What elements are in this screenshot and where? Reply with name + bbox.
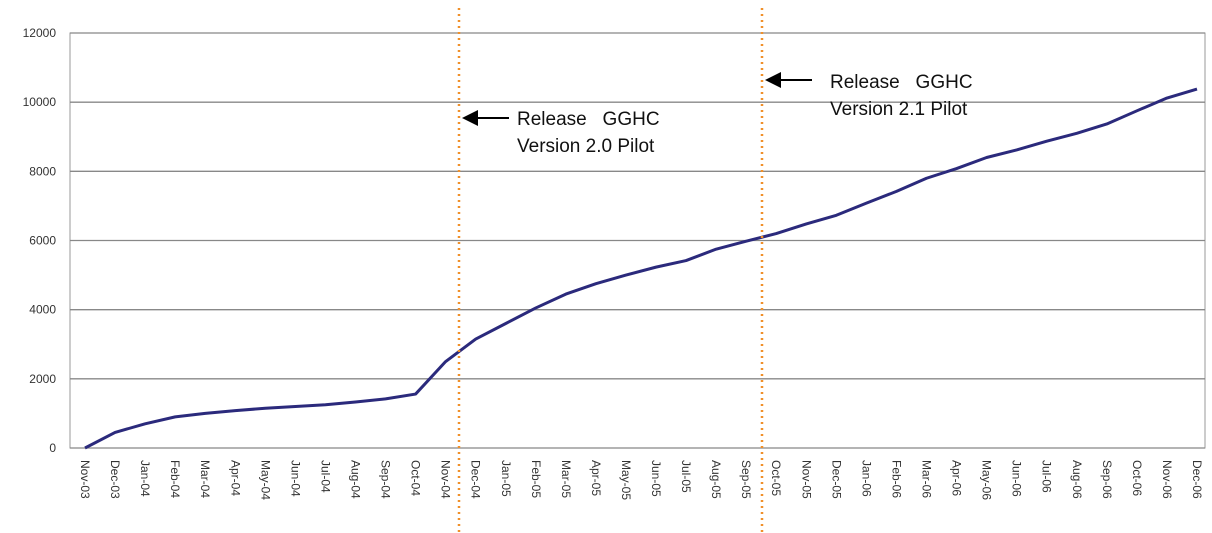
x-tick-label: May-05 — [619, 460, 633, 500]
x-tick-label: Jan-05 — [499, 460, 513, 497]
x-tick-label: Feb-04 — [168, 460, 182, 498]
annotation: Version 2.1 Pilot — [830, 99, 968, 120]
arrow-head — [462, 110, 478, 126]
x-tick-label: Nov-03 — [78, 460, 92, 499]
x-tick-label: Aug-05 — [709, 460, 723, 499]
x-tick-label: Nov-05 — [799, 460, 813, 499]
y-tick-label: 0 — [49, 441, 56, 455]
x-tick-label: Oct-06 — [1130, 460, 1144, 496]
x-tick-label: Aug-04 — [348, 460, 362, 499]
x-tick-label: Aug-06 — [1070, 460, 1084, 499]
x-tick-label: Mar-06 — [920, 460, 934, 498]
y-tick-label: 2000 — [29, 372, 56, 386]
x-tick-label: Nov-06 — [1160, 460, 1174, 499]
x-tick-label: Jun-04 — [288, 460, 302, 497]
arrow-head — [765, 72, 781, 88]
x-tick-label: Apr-05 — [589, 460, 603, 496]
y-tick-label: 6000 — [29, 234, 56, 248]
x-tick-label: May-04 — [258, 460, 272, 500]
x-tick-label: Dec-03 — [108, 460, 122, 499]
annotation: Release GGHC — [830, 72, 973, 93]
x-tick-label: Sep-04 — [379, 460, 393, 499]
y-tick-label: 4000 — [29, 303, 56, 317]
x-tick-label: Apr-04 — [228, 460, 242, 496]
x-tick-label: Dec-04 — [469, 460, 483, 499]
x-tick-label: Apr-06 — [950, 460, 964, 496]
x-tick-label: Dec-05 — [829, 460, 843, 499]
data-line — [84, 87, 1198, 450]
x-tick-label: Jun-06 — [1010, 460, 1024, 497]
x-tick-label: Feb-06 — [889, 460, 903, 498]
x-tick-label: Nov-04 — [439, 460, 453, 499]
x-tick-label: Mar-04 — [198, 460, 212, 498]
x-tick-label: Jul-05 — [679, 460, 693, 493]
y-tick-label: 8000 — [29, 164, 56, 178]
x-tick-label: May-06 — [980, 460, 994, 500]
x-tick-label: Feb-05 — [529, 460, 543, 498]
x-tick-label: Oct-05 — [769, 460, 783, 496]
x-tick-label: Dec-06 — [1190, 460, 1204, 499]
x-tick-label: Oct-04 — [409, 460, 423, 496]
annotation: Release GGHC — [517, 109, 660, 130]
x-tick-label: Sep-06 — [1100, 460, 1114, 499]
x-tick-label: Mar-05 — [559, 460, 573, 498]
x-tick-label: Jan-06 — [859, 460, 873, 497]
y-tick-label: 10000 — [23, 95, 57, 109]
x-tick-label: Sep-05 — [739, 460, 753, 499]
annotation: Version 2.0 Pilot — [517, 136, 655, 157]
x-tick-label: Jan-04 — [138, 460, 152, 497]
x-tick-label: Jul-06 — [1040, 460, 1054, 493]
y-tick-label: 12000 — [23, 26, 57, 40]
x-tick-label: Jul-04 — [318, 460, 332, 493]
x-tick-label: Jun-05 — [649, 460, 663, 497]
